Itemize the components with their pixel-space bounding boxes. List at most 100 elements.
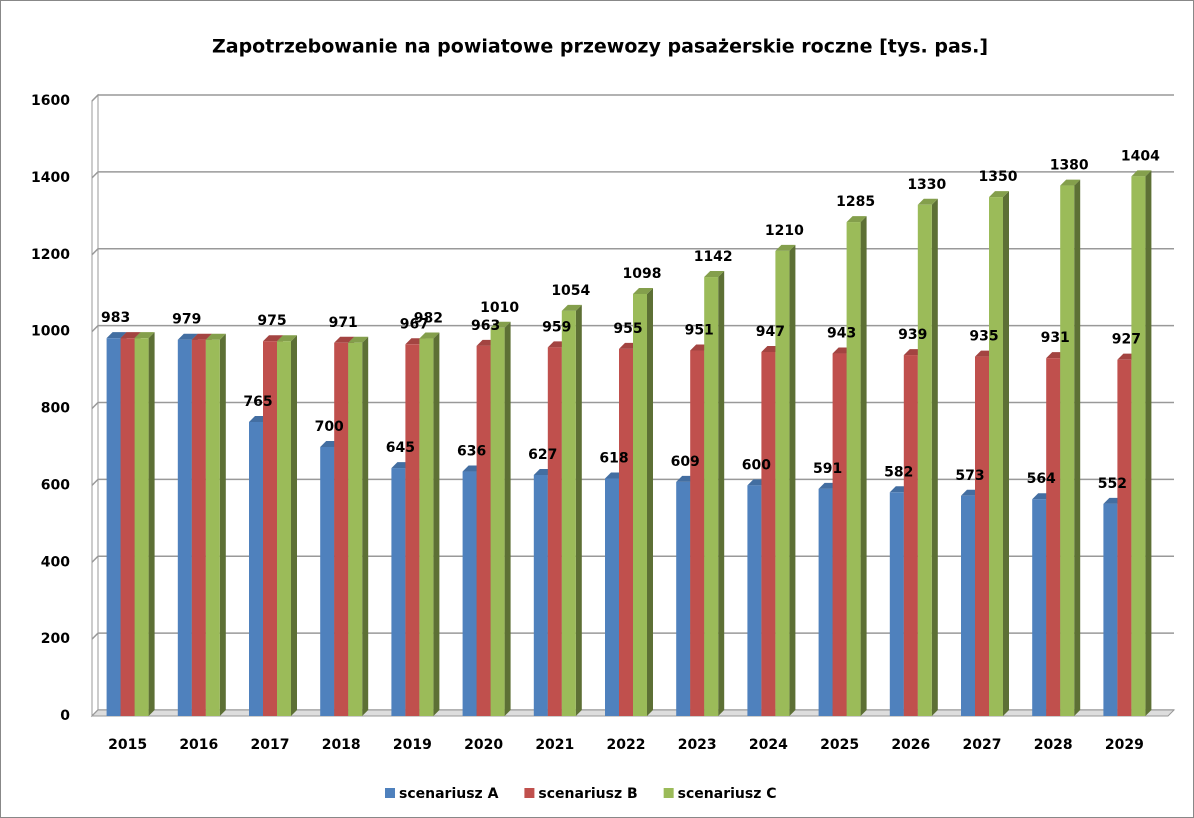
- bar-side: [789, 244, 796, 716]
- bar: [1117, 359, 1132, 716]
- bar-top: [334, 336, 355, 343]
- data-label: 967: [400, 316, 429, 332]
- bar-top: [775, 244, 796, 251]
- bar: [476, 345, 491, 716]
- bar: [961, 495, 975, 716]
- y-tick-label: 800: [41, 401, 70, 417]
- bar: [177, 339, 192, 716]
- bar-top: [177, 333, 198, 340]
- data-label: 618: [599, 450, 628, 466]
- grid-line: [91, 478, 1174, 486]
- legend-label: scenariusz B: [538, 786, 637, 802]
- data-label: 1210: [765, 223, 804, 239]
- bar: [676, 481, 691, 716]
- data-label: 1350: [979, 169, 1018, 185]
- bar-side: [931, 198, 938, 716]
- bar: [320, 446, 335, 716]
- bar-top: [704, 271, 725, 278]
- bar: [889, 492, 904, 716]
- bar: [419, 338, 434, 716]
- x-tick-label: 2017: [251, 737, 290, 753]
- chart-title: Zapotrzebowanie na powiatowe przewozy pa…: [212, 36, 988, 58]
- bar: [605, 478, 619, 716]
- data-label: 1098: [623, 266, 662, 282]
- x-tick-label: 2024: [749, 737, 788, 753]
- bar-top: [490, 321, 511, 328]
- bar-top: [120, 332, 141, 339]
- x-tick-label: 2015: [108, 737, 147, 753]
- bar-side: [362, 336, 369, 716]
- bar: [633, 293, 647, 716]
- x-tick-label: 2019: [393, 737, 432, 753]
- y-tick-label: 1200: [31, 247, 70, 263]
- bar: [818, 488, 833, 716]
- grid-line: [91, 324, 1174, 333]
- x-tick-label: 2028: [1034, 737, 1073, 753]
- x-tick-label: 2022: [607, 737, 646, 753]
- bar-top: [419, 332, 440, 339]
- bar: [690, 350, 705, 716]
- bar-top: [917, 198, 938, 205]
- data-label: 627: [528, 447, 557, 463]
- bar: [490, 327, 505, 716]
- data-label: 975: [257, 313, 286, 329]
- bar-top: [1131, 170, 1152, 177]
- bar-top: [205, 333, 226, 340]
- data-label: 600: [742, 457, 771, 473]
- x-tick-label: 2020: [464, 737, 503, 753]
- bar: [619, 348, 633, 716]
- bar-side: [1003, 191, 1009, 716]
- bar: [348, 342, 363, 716]
- bar: [704, 277, 719, 716]
- bar: [1103, 503, 1118, 716]
- x-tick-label: 2018: [322, 737, 361, 753]
- bar: [205, 339, 220, 716]
- x-tick-label: 2027: [963, 737, 1002, 753]
- bar-side: [148, 332, 155, 716]
- grid-line: [91, 171, 1174, 179]
- data-label: 927: [1112, 332, 1141, 348]
- data-label: 931: [1041, 330, 1070, 346]
- x-tick-label: 2016: [179, 737, 218, 753]
- bar: [134, 338, 149, 716]
- y-tick-label: 1600: [31, 93, 70, 109]
- data-label: 935: [969, 329, 998, 345]
- grid-line: [91, 94, 1174, 102]
- bar-side: [718, 271, 725, 716]
- bar: [1060, 185, 1075, 716]
- data-label: 943: [827, 326, 856, 342]
- legend-label: scenariusz C: [678, 786, 777, 802]
- bar-top: [1060, 179, 1081, 186]
- x-tick-label: 2025: [820, 737, 859, 753]
- bar: [903, 355, 918, 716]
- data-label: 983: [101, 310, 130, 326]
- bar: [106, 338, 121, 716]
- bar: [975, 356, 989, 716]
- bar: [989, 197, 1003, 716]
- bar-side: [433, 332, 440, 716]
- bar: [249, 421, 263, 716]
- grid-line: [91, 401, 1174, 410]
- bar-top: [277, 335, 297, 342]
- bar: [405, 344, 420, 716]
- y-tick-label: 400: [41, 554, 70, 570]
- data-label: 1330: [907, 177, 946, 193]
- data-label: 947: [756, 324, 785, 340]
- bar-top: [191, 333, 212, 340]
- bar: [1131, 176, 1146, 716]
- grid-line: [91, 632, 1174, 640]
- bar: [832, 353, 847, 716]
- data-label: 955: [613, 321, 642, 337]
- y-tick-label: 0: [60, 708, 70, 724]
- data-label: 765: [243, 394, 272, 410]
- x-tick-label: 2021: [535, 737, 574, 753]
- legend-swatch: [663, 788, 674, 798]
- bar-top: [263, 335, 283, 342]
- grid-line: [91, 248, 1174, 256]
- data-label: 951: [685, 322, 714, 338]
- data-label: 645: [386, 440, 415, 456]
- bar: [334, 342, 349, 716]
- data-label: 963: [471, 318, 500, 334]
- bar: [547, 347, 562, 716]
- data-label: 979: [172, 312, 201, 328]
